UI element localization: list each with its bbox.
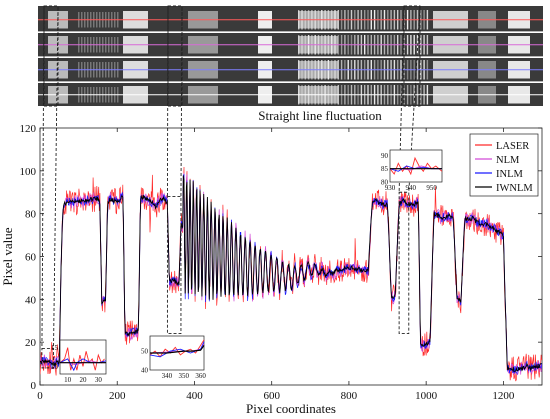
legend-label: NLM [496, 155, 520, 166]
strip-row [38, 10, 543, 30]
legend-label: IWNLM [496, 183, 533, 194]
zoom-connector [166, 7, 169, 197]
x-tick-label: 200 [109, 390, 126, 402]
x-tick-label: 800 [341, 390, 358, 402]
inset-y-tick-label: 85 [381, 165, 389, 173]
y-tick-label: 60 [25, 252, 37, 264]
inset-x-tick-label: 10 [64, 376, 72, 384]
inset-x-tick-label: 20 [80, 376, 88, 384]
legend-box [469, 133, 539, 197]
strip-row [38, 35, 543, 55]
y-axis-label: Pixel value [0, 227, 15, 285]
test-chart-image-strip [38, 6, 543, 106]
inset-y-tick-label: 50 [141, 348, 149, 356]
inset-x-tick-label: 940 [406, 184, 417, 192]
zoom-connector [53, 7, 59, 349]
inset-frame [389, 149, 443, 183]
strip-zoom-box [43, 5, 59, 107]
inset-x-tick-label: 950 [426, 184, 437, 192]
x-tick-label: 1000 [415, 390, 438, 402]
strip-zoom-box [167, 5, 183, 107]
x-tick-label: 0 [37, 390, 43, 402]
inset-y-tick-label: 40 [141, 367, 149, 375]
plot-area [39, 127, 543, 386]
legend-label: INLM [496, 169, 523, 180]
inset-inset2: 340 350 360 40 50 [141, 335, 206, 380]
zoom-connector [398, 7, 405, 193]
inset-x-tick-label: 30 [95, 376, 103, 384]
zoom-connector [408, 7, 421, 193]
strip-row [38, 60, 543, 80]
x-tick-label: 400 [186, 390, 203, 402]
y-tick-label: 40 [25, 294, 37, 306]
inset-inset1: 10 20 30 10 15 [51, 339, 107, 384]
y-tick-label: 120 [20, 123, 37, 135]
inset-x-tick-label: 350 [179, 372, 190, 380]
inset-y-tick-label: 80 [381, 179, 389, 187]
y-tick-label: 80 [25, 209, 37, 221]
inset-x-tick-label: 340 [162, 372, 173, 380]
zoom-connector [41, 7, 45, 349]
zoom-region-box [41, 348, 54, 369]
y-tick-label: 0 [31, 380, 37, 392]
inset-line-laser [59, 347, 105, 371]
x-tick-label: 1200 [492, 390, 515, 402]
legend-label: LASER [496, 141, 529, 152]
inset-x-tick-label: 930 [385, 184, 396, 192]
y-tick-label: 20 [25, 337, 37, 349]
strip-zoom-box [403, 5, 421, 107]
zoom-region-box [398, 191, 410, 335]
zoom-region-box [166, 196, 182, 335]
series-line-iwnlm [40, 175, 542, 373]
x-axis-label: Pixel coordinates [246, 401, 336, 416]
inset-x-tick-label: 360 [195, 372, 206, 380]
inset-inset3: 930 940 950 80 85 90 [381, 149, 443, 192]
inset-y-tick-label: 90 [381, 152, 389, 160]
x-tick-label: 600 [263, 390, 280, 402]
inset-line-iwnlm [150, 345, 205, 354]
inset-y-tick-label: 10 [51, 363, 59, 371]
y-tick-label: 100 [20, 166, 37, 178]
strip-title: Straight line fluctuation [258, 108, 382, 123]
inset-y-tick-label: 15 [51, 344, 59, 352]
